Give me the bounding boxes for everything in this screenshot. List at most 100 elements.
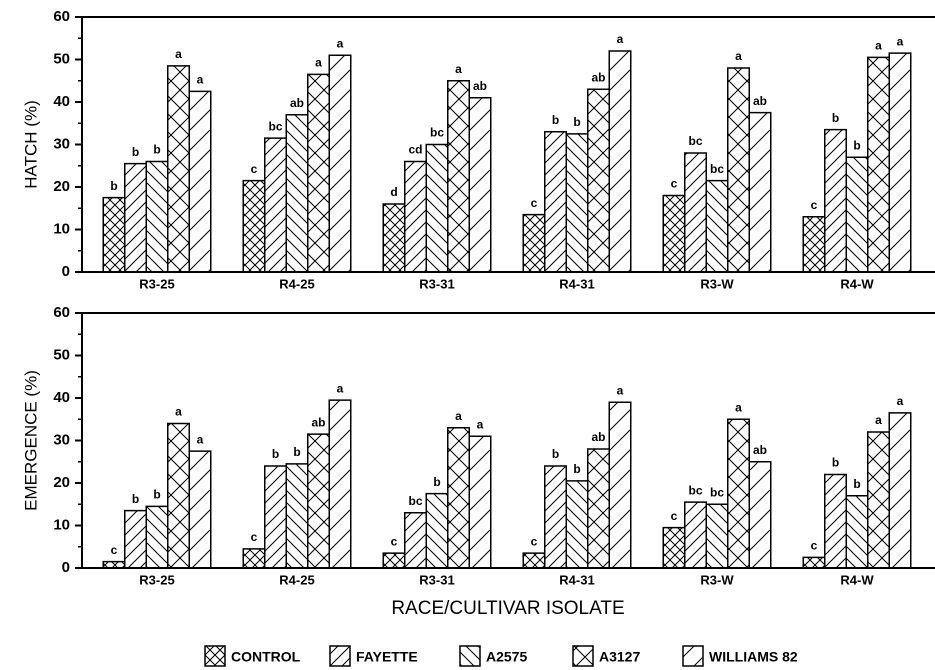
bar-letter: c: [671, 177, 678, 191]
bar: [242, 179, 266, 273]
bar-letter: c: [811, 539, 818, 553]
bar: [382, 203, 406, 273]
bar-letter: a: [617, 383, 624, 397]
bar-letter: a: [197, 432, 204, 446]
bar: [425, 143, 449, 273]
bar: [264, 137, 287, 273]
x-tick-label: R4-W: [840, 276, 874, 291]
bar-letter: a: [455, 62, 462, 76]
bar-letter: b: [153, 488, 160, 502]
bar-letter: c: [111, 543, 118, 557]
bar: [824, 473, 847, 569]
bar: [468, 435, 492, 569]
bar-letter: b: [552, 447, 559, 461]
x-tick-label: R4-31: [559, 276, 594, 291]
bar-letter: a: [197, 73, 204, 87]
bar: [544, 131, 567, 273]
bar-letter: a: [875, 413, 882, 427]
bar: [824, 128, 847, 273]
bar-letter: c: [671, 509, 678, 523]
bar: [468, 97, 492, 273]
bar-letter: a: [735, 400, 742, 414]
bar: [802, 556, 826, 569]
y-tick-label: 0: [62, 559, 70, 576]
bar: [608, 401, 632, 569]
bar-letter: c: [251, 162, 258, 176]
bar: [684, 152, 707, 273]
bar-letter: a: [897, 34, 904, 48]
bar: [447, 427, 470, 569]
bar-letter: b: [853, 477, 860, 491]
bar-letter: a: [875, 39, 882, 53]
bar-letter: ab: [753, 94, 767, 108]
bar: [608, 50, 632, 273]
bar-letter: a: [337, 36, 344, 50]
bar: [242, 548, 266, 569]
legend-label: A2575: [486, 649, 527, 665]
x-tick-label: R3-31: [419, 572, 454, 587]
bar: [867, 56, 890, 273]
bar: [188, 90, 212, 273]
y-tick-label: 60: [53, 8, 70, 25]
bar: [145, 505, 169, 569]
bar-letter: c: [531, 196, 538, 210]
bar: [867, 431, 890, 569]
bar-letter: a: [175, 405, 182, 419]
bar-letter: bc: [408, 494, 422, 508]
bar: [307, 433, 330, 569]
bar-letter: a: [315, 56, 322, 70]
bar-letter: b: [433, 475, 440, 489]
bar-letter: b: [132, 492, 139, 506]
y-tick-label: 60: [53, 304, 70, 321]
bar-letter: c: [811, 198, 818, 212]
bar: [565, 133, 589, 273]
bar: [845, 495, 869, 569]
bar-letter: b: [832, 456, 839, 470]
bar: [145, 160, 169, 273]
y-tick-label: 40: [53, 93, 70, 110]
bar: [888, 52, 912, 273]
y-tick-label: 30: [53, 431, 70, 448]
bar-letter: a: [175, 47, 182, 61]
bar-letter: ab: [311, 415, 325, 429]
bar: [328, 399, 352, 569]
legend-swatch: [459, 645, 481, 667]
y-axis-label: HATCH (%): [21, 100, 40, 188]
x-tick-label: R4-25: [279, 276, 314, 291]
y-tick-label: 10: [53, 516, 70, 533]
bar: [522, 552, 546, 569]
bar: [264, 465, 287, 569]
bar-letter: b: [272, 447, 279, 461]
y-tick-label: 40: [53, 389, 70, 406]
x-tick-label: R3-W: [700, 276, 734, 291]
legend-swatch: [329, 645, 351, 667]
bar-letter: b: [573, 115, 580, 129]
bar-letter: cd: [408, 143, 422, 157]
bar-letter: bc: [430, 126, 444, 140]
bar: [447, 80, 470, 273]
bar: [684, 501, 707, 569]
y-tick-label: 30: [53, 135, 70, 152]
y-tick-label: 20: [53, 474, 70, 491]
bar-letter: ab: [473, 79, 487, 93]
bar-letter: b: [132, 145, 139, 159]
bar-letter: b: [832, 111, 839, 125]
bar-letter: ab: [591, 70, 605, 84]
x-tick-label: R3-31: [419, 276, 454, 291]
bar-letter: b: [153, 143, 160, 157]
legend-swatch: [682, 645, 704, 667]
bar-letter: c: [251, 530, 258, 544]
bar-letter: a: [897, 394, 904, 408]
x-tick-label: R3-25: [139, 572, 174, 587]
bar: [522, 213, 546, 273]
bar-letter: b: [853, 138, 860, 152]
legend-label: CONTROL: [231, 649, 301, 665]
bar: [425, 492, 449, 569]
bar: [328, 54, 352, 273]
bar: [587, 448, 610, 569]
bar-letter: b: [552, 113, 559, 127]
y-tick-label: 50: [53, 346, 70, 363]
bar: [587, 88, 610, 273]
bar-letter: a: [617, 32, 624, 46]
bar: [102, 560, 126, 569]
